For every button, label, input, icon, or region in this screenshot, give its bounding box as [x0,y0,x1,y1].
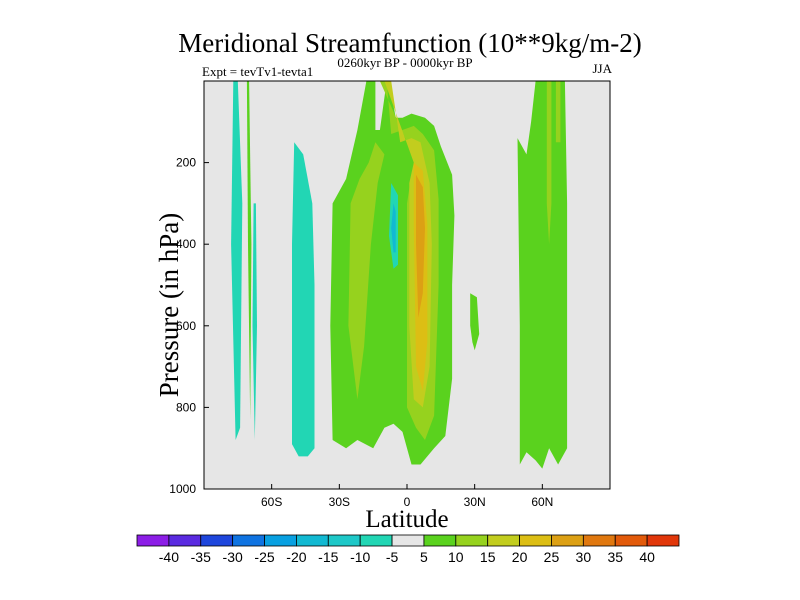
colorbar-box-15 [614,534,648,547]
colorbar-box-11 [487,534,520,547]
colorbar-label-5: -15 [318,549,338,565]
y-ticks: 200 400 600 800 1000 [169,156,209,496]
chart-title: Meridional Streamfunction (10**9kg/m-2) [178,28,642,58]
colorbar-box-5 [296,534,329,547]
contour-region-11 [391,203,396,253]
colorbar-label-15: 40 [639,549,655,565]
colorbar-box-8 [391,534,425,547]
y-tick-label-4: 1000 [169,482,196,496]
colorbar-label-8: 5 [420,549,428,565]
colorbar-box-2 [200,534,234,547]
x-tick-label-4: 60N [531,495,553,509]
colorbar-label-9: 10 [448,549,464,565]
colorbar-box-3 [232,534,265,547]
contour-region-3 [292,142,315,457]
contour-region-13 [517,81,568,469]
colorbar-label-2: -30 [223,549,243,565]
colorbar-label-11: 20 [512,549,528,565]
colorbar-box-12 [519,534,552,547]
right-subtitle: JJA [592,61,612,76]
x-ticks: 60S 30S 0 30N 60N [261,484,553,509]
left-subtitle: Expt = tevTv1-tevta1 [202,64,314,79]
colorbar-box-0 [136,534,170,547]
x-tick-label-2: 0 [404,495,411,509]
x-tick-label-1: 30S [329,495,350,509]
contour-region-0 [231,81,243,440]
colorbar-box-4 [264,534,297,547]
colorbar-box-16 [646,534,680,547]
colorbar-label-1: -35 [191,549,211,565]
contour-region-9 [416,174,425,318]
y-tick-label-2: 600 [176,319,196,333]
y-tick-label-3: 800 [176,400,196,414]
x-axis-label: Latitude [365,506,448,533]
y-tick-label-0: 200 [176,156,196,170]
contour-region-1 [246,81,252,420]
colorbar-box-14 [582,534,616,547]
colorbar: -40 -35 -30 -25 -20 -15 -10 -5 5 10 15 20 25 30 35 40 [136,534,680,565]
contour-region-12 [470,293,480,351]
center-subtitle: 0260kyr BP - 0000kyr BP [337,55,473,70]
contour-region-15 [555,81,561,143]
colorbar-label-14: 35 [607,549,623,565]
colorbar-box-7 [359,534,393,547]
colorbar-label-0: -40 [159,549,179,565]
contour-regions [231,81,568,469]
contour-region-2 [252,203,257,440]
colorbar-label-10: 15 [480,549,496,565]
contour-region-5 [348,142,385,400]
colorbar-box-1 [168,534,202,547]
colorbar-box-10 [455,534,489,547]
y-tick-label-1: 400 [176,237,196,251]
colorbar-box-9 [423,534,457,547]
colorbar-label-6: -10 [350,549,370,565]
colorbar-label-12: 25 [544,549,560,565]
colorbar-label-4: -20 [286,549,306,565]
x-tick-label-3: 30N [464,495,486,509]
colorbar-label-3: -25 [254,549,274,565]
x-tick-label-0: 60S [261,495,282,509]
colorbar-label-13: 30 [576,549,592,565]
colorbar-label-7: -5 [386,549,399,565]
colorbar-box-6 [327,534,361,547]
contour-region-14 [546,81,552,245]
colorbar-box-13 [551,534,584,547]
